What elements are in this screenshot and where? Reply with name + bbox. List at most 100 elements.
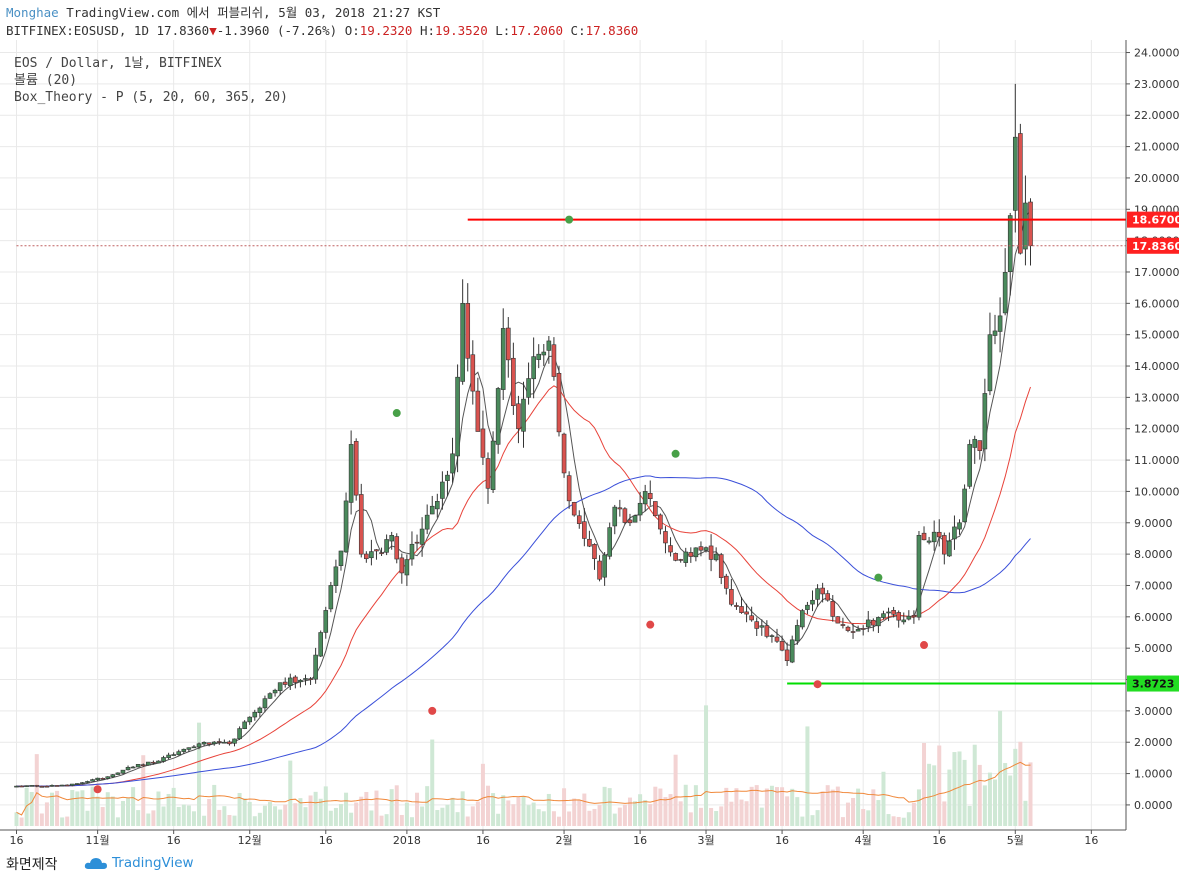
- candle-body: [181, 748, 187, 752]
- candle-body: [399, 557, 405, 574]
- volume-bar: [693, 785, 698, 826]
- volume-bar: [967, 805, 972, 826]
- volume-bar: [704, 705, 709, 826]
- volume-bar: [49, 792, 54, 826]
- volume-bar: [856, 788, 861, 826]
- candle-body: [348, 444, 354, 503]
- ma60-line: [16, 475, 1031, 787]
- volume-bar: [359, 796, 364, 826]
- candle-body: [663, 531, 668, 544]
- open-label: O:: [344, 23, 360, 38]
- volume-bar: [922, 742, 927, 826]
- price-tick-label: 8.0000: [1134, 548, 1173, 561]
- volume-bar: [120, 800, 125, 826]
- volume-bar: [521, 796, 526, 826]
- volume-bar: [131, 787, 136, 826]
- candle-body: [287, 677, 293, 686]
- candle-body: [840, 624, 846, 626]
- candle-body: [125, 767, 131, 771]
- volume-bar: [100, 807, 105, 826]
- volume-bar: [820, 791, 825, 826]
- volume-bar: [795, 797, 800, 826]
- legend-volume: 볼륨 (20): [14, 73, 77, 88]
- volume-bar: [719, 806, 724, 826]
- candle-body: [855, 629, 861, 632]
- volume-bar: [830, 789, 835, 826]
- volume-bar: [70, 789, 75, 826]
- volume-bar: [39, 813, 44, 826]
- volume-bar: [511, 804, 516, 826]
- volume-bar: [354, 802, 359, 826]
- volume-bar: [901, 817, 906, 826]
- volume-bar: [896, 816, 901, 826]
- candle-body: [739, 606, 744, 613]
- volume-ma-line: [16, 761, 1031, 816]
- candle-body: [957, 522, 962, 530]
- volume-bar: [176, 806, 181, 826]
- volume-bar: [501, 795, 506, 826]
- box-marker: [920, 641, 929, 650]
- publish-title: TradingView.com 에서 퍼블리쉬, 5월 03, 2018 21:…: [66, 5, 441, 20]
- price-tag-bg: [1127, 211, 1179, 228]
- price-tick-label: 15.0000: [1134, 329, 1180, 342]
- candle-body: [865, 619, 871, 628]
- volume-bar: [916, 789, 921, 826]
- time-axis[interactable]: 16 11월 16 12월 16 2018 16 2월 16 3월 16 4월 16 5월 16: [10, 830, 1099, 847]
- candle-body: [815, 588, 820, 600]
- volume-bar: [876, 800, 881, 826]
- volume-bar: [440, 807, 445, 826]
- volume-bar: [486, 785, 491, 826]
- volume-bar: [105, 792, 110, 826]
- volume-bar: [19, 817, 24, 826]
- volume-bar: [430, 739, 435, 826]
- candle-body: [424, 514, 430, 530]
- volume-bar: [278, 809, 283, 826]
- candle-body: [698, 546, 704, 551]
- candle-body: [759, 625, 765, 628]
- price-tag-label: 17.8360: [1132, 240, 1182, 253]
- volume-bar: [257, 812, 262, 826]
- candle-body: [627, 519, 633, 524]
- volume-bar: [349, 812, 354, 826]
- time-tick-label: 16: [633, 834, 647, 847]
- volume-bar: [181, 804, 186, 826]
- candle-body: [308, 678, 313, 680]
- candle-body: [303, 678, 308, 680]
- price-tick-label: 7.0000: [1134, 579, 1173, 592]
- candle-body: [942, 535, 947, 555]
- volume-bar: [252, 816, 257, 826]
- candle-body: [146, 761, 151, 766]
- tradingview-logo[interactable]: TradingView: [84, 855, 194, 871]
- candle-body: [597, 560, 602, 580]
- volume-bar: [998, 710, 1003, 826]
- candle-body: [967, 444, 972, 487]
- candle-body: [1023, 202, 1028, 250]
- candle-body: [718, 554, 724, 578]
- candle-body: [810, 599, 815, 605]
- candle-body: [328, 585, 334, 610]
- volume-bar: [166, 793, 171, 826]
- candle-body: [257, 707, 263, 713]
- candle-body: [936, 531, 942, 538]
- price-tag-label: 3.8723: [1132, 678, 1174, 691]
- volume-bar: [516, 797, 521, 826]
- candle-body: [247, 716, 253, 723]
- volume-bar: [957, 751, 962, 826]
- volume-bar: [556, 816, 561, 826]
- volume-bar: [810, 815, 815, 826]
- volume-bar: [815, 810, 820, 826]
- volume-bar: [415, 792, 420, 826]
- price-tick-label: 23.0000: [1134, 78, 1180, 91]
- volume-bar: [678, 801, 683, 826]
- candle-body: [871, 619, 876, 626]
- volume-bar: [851, 797, 856, 826]
- box-marker: [813, 680, 822, 689]
- candle-body: [526, 378, 531, 398]
- volume-bar: [775, 787, 779, 826]
- volume-bar: [982, 785, 987, 826]
- price-chart[interactable]: 24.000023.000022.000021.000020.000019.00…: [0, 40, 1184, 848]
- volume-bar: [146, 813, 151, 826]
- candle-body: [658, 514, 663, 530]
- symbol-label: BITFINEX:EOSUSD, 1D: [6, 23, 149, 38]
- volume-bar: [582, 793, 587, 826]
